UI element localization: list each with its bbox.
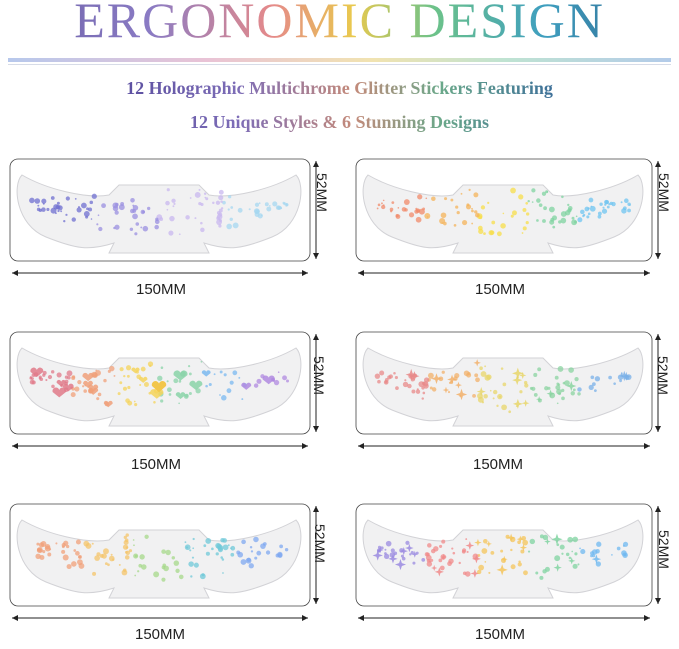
page-title: ERGONOMIC DESIGN	[0, 0, 679, 50]
height-label: 52MM	[314, 173, 330, 212]
height-label: 52MM	[655, 356, 671, 395]
sticker-panel-6: 150MM 52MM	[352, 500, 678, 645]
title-divider	[8, 58, 671, 62]
sticker-illustration	[9, 158, 319, 276]
width-label: 150MM	[472, 456, 524, 473]
sticker-illustration	[355, 158, 661, 276]
subtitle-line-2: 12 Unique Styles & 6 Stunning Designs	[0, 111, 679, 133]
sticker-illustration	[355, 503, 661, 621]
sticker-panel-5: 150MM 52MM	[6, 500, 336, 645]
height-label: 52MM	[311, 356, 327, 395]
title-divider-line	[8, 64, 671, 65]
width-label: 150MM	[474, 626, 526, 643]
sticker-panel-3: 150MM 52MM	[6, 328, 336, 473]
sticker-panel-2: 150MM 52MM	[352, 155, 678, 298]
height-label: 52MM	[312, 524, 328, 563]
width-label: 150MM	[134, 626, 186, 643]
width-label: 150MM	[130, 456, 182, 473]
width-label: 150MM	[135, 281, 187, 298]
subtitle-line-1: 12 Holographic Multichrome Glitter Stick…	[0, 77, 679, 99]
sticker-panel-4: 150MM 52MM	[352, 328, 678, 473]
sticker-panel-1: 150MM 52MM	[6, 155, 336, 298]
sticker-illustration	[9, 331, 319, 449]
height-label: 52MM	[656, 173, 672, 212]
height-label: 52MM	[656, 530, 672, 569]
sticker-illustration	[9, 503, 319, 621]
sticker-illustration	[355, 331, 661, 449]
width-label: 150MM	[474, 281, 526, 298]
